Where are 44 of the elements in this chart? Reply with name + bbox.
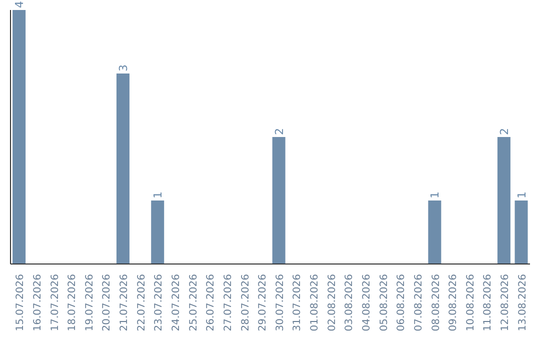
x-tick-label: 16.07.2026 <box>32 274 44 332</box>
data-label: 4 <box>13 1 26 8</box>
data-label: 2 <box>272 128 286 135</box>
x-tick-label: 18.07.2026 <box>67 274 78 332</box>
x-tick-label: 17.07.2026 <box>50 274 61 332</box>
bar <box>514 200 528 264</box>
x-tick-label: 26.07.2026 <box>206 274 217 332</box>
x-tick-label: 02.08.2026 <box>326 274 338 332</box>
x-tick-label: 24.07.2026 <box>171 274 182 332</box>
x-tick-label: 22.07.2026 <box>136 274 148 332</box>
bar <box>497 137 510 264</box>
x-tick-label: 20.07.2026 <box>102 274 113 332</box>
x-tick-label: 27.07.2026 <box>222 274 234 332</box>
x-tick-label: 21.07.2026 <box>119 274 130 332</box>
x-tick-label: 08.08.2026 <box>430 274 442 332</box>
bar <box>12 10 26 264</box>
bar <box>272 137 286 264</box>
x-tick-label: 29.07.2026 <box>258 274 269 332</box>
data-label: 1 <box>152 192 165 198</box>
x-tick-label: 03.08.2026 <box>344 274 356 332</box>
bar <box>428 200 442 264</box>
data-label: 1 <box>515 192 528 198</box>
x-tick-label: 09.08.2026 <box>448 274 460 332</box>
x-tick-label: 25.07.2026 <box>188 274 200 332</box>
data-label: 1 <box>428 192 442 198</box>
x-tick-label: 31.07.2026 <box>292 274 304 332</box>
x-tick-label: 15.07.2026 <box>15 274 26 332</box>
x-tick-label: 28.07.2026 <box>240 274 252 332</box>
x-tick-label: 23.07.2026 <box>154 274 165 332</box>
x-tick-label: 05.08.2026 <box>378 274 390 332</box>
x-tick-label: 04.08.2026 <box>361 274 372 332</box>
data-label: 2 <box>498 128 511 135</box>
bar <box>116 74 130 264</box>
x-tick-label: 12.08.2026 <box>500 274 512 332</box>
data-label: 3 <box>116 64 130 72</box>
x-tick-label: 07.08.2026 <box>413 274 424 332</box>
x-tick-label: 10.08.2026 <box>465 274 476 332</box>
x-tick-label: 19.07.2026 <box>84 274 96 332</box>
x-tick-label: 30.07.2026 <box>274 274 286 332</box>
bar <box>151 200 164 264</box>
x-tick-label: 11.08.2026 <box>482 274 494 332</box>
x-tick-label: 01.08.2026 <box>310 274 321 332</box>
x-tick-label: 06.08.2026 <box>396 274 408 332</box>
x-tick-label: 13.08.2026 <box>517 274 528 332</box>
